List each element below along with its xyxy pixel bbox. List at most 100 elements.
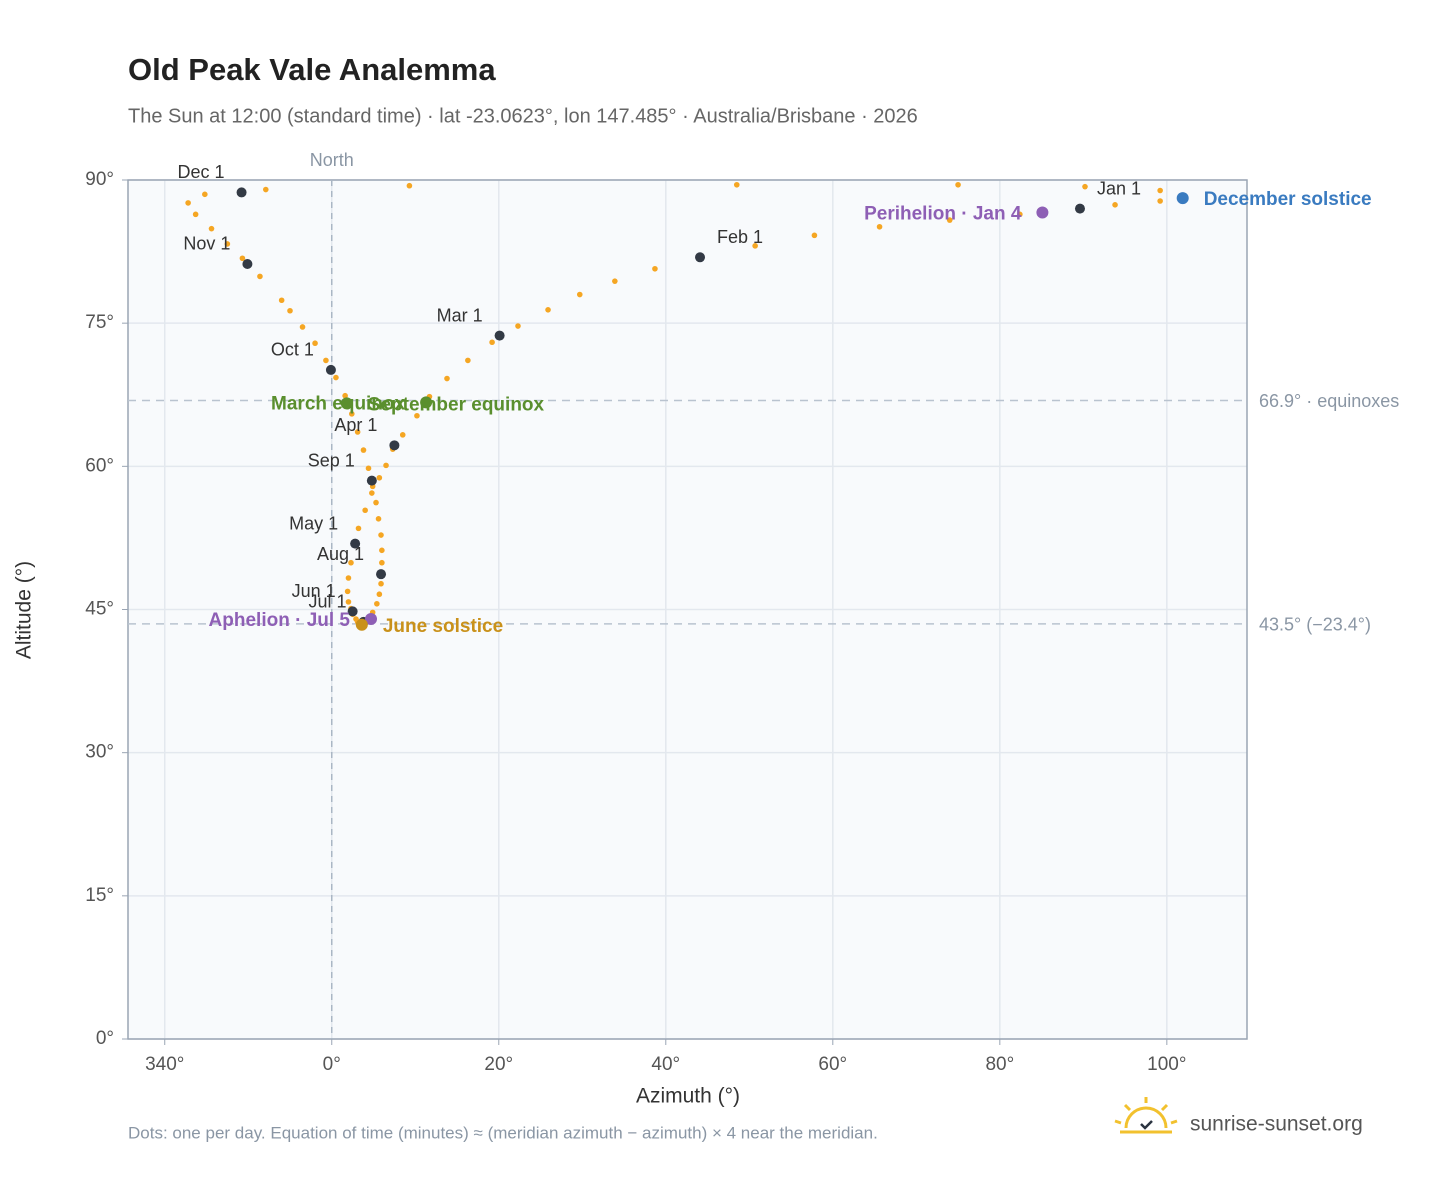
month-label: Oct 1 [271,340,314,360]
month-label: Jan 1 [1097,178,1141,198]
north-label: North [310,150,354,170]
day-dot [373,499,379,506]
day-dot [378,580,384,587]
day-dot [1082,183,1088,190]
month-label: Dec 1 [178,162,225,182]
event-label: June solstice [383,616,503,637]
day-dot [299,324,306,330]
y-tick-label: 15° [85,885,114,906]
event-marker [365,613,378,626]
day-dot [376,591,383,598]
day-dot [239,255,246,262]
day-dot [399,432,406,438]
day-dot [946,217,953,223]
day-dot [383,462,389,469]
day-dot [652,265,658,272]
month-marker [695,252,706,263]
day-dot [515,323,521,329]
day-dot [444,375,450,382]
day-dot [185,200,191,206]
month-label: Mar 1 [437,305,483,325]
month-marker [376,569,387,580]
day-dot [333,374,339,381]
event-marker [1176,192,1189,205]
event-label: December solstice [1204,189,1372,210]
day-dot [1112,202,1118,208]
day-dot [414,412,420,419]
day-dot [576,291,583,298]
month-label: Nov 1 [183,234,230,254]
day-dot [376,474,383,481]
day-dot [811,232,818,239]
day-dot [278,297,285,304]
day-dot [378,532,384,538]
day-dot [262,186,269,193]
x-tick-label: 80° [985,1054,1014,1075]
day-dot [379,547,385,554]
day-dot [257,273,263,280]
day-dot [545,307,551,313]
day-dot [202,191,208,198]
month-marker [494,330,505,341]
day-dot [287,307,293,314]
month-marker [242,258,253,269]
y-tick-label: 60° [85,455,114,476]
day-dot [354,429,361,435]
day-dot [1157,187,1163,194]
x-tick-label: 40° [651,1054,680,1075]
reference-label: 66.9° · equinoxes [1259,391,1399,411]
event-label: Perihelion · Jan 4 [864,203,1022,224]
month-label: Aug 1 [317,544,364,564]
chart-title: Old Peak Vale Analemma [128,52,496,87]
month-label: May 1 [289,513,338,533]
y-tick-label: 90° [85,169,114,190]
day-dot [365,465,372,472]
event-marker [1036,206,1049,219]
day-dot [733,181,740,188]
x-tick-label: 100° [1147,1054,1186,1075]
month-label: Feb 1 [717,227,763,247]
month-label: Apr 1 [334,415,377,435]
day-dot [208,225,215,232]
x-axis-label: Azimuth (°) [636,1085,740,1108]
day-dot [369,490,375,496]
day-dot [349,411,355,417]
day-dot [345,575,352,581]
month-label: Jun 1 [292,581,336,601]
day-dot [355,525,362,532]
reference-label: 43.5° (−23.4°) [1259,615,1371,635]
y-tick-label: 0° [96,1028,114,1049]
brand-text: sunrise-sunset.org [1190,1113,1363,1136]
day-dot [955,181,961,188]
month-marker [350,538,361,549]
month-marker [389,440,400,451]
day-dot [379,559,385,566]
day-dot [344,588,351,595]
x-tick-label: 60° [818,1054,847,1075]
day-dot [375,516,382,522]
day-dot [489,339,495,346]
event-label: September equinox [368,394,545,415]
brand-logo [1114,1097,1178,1134]
month-label: Jul 1 [308,592,346,612]
day-dot [348,559,354,566]
x-tick-label: 340° [145,1054,184,1075]
month-marker [366,475,377,486]
day-dot [752,243,758,249]
day-dot [876,223,883,230]
month-marker [347,606,358,617]
day-dot [323,357,329,364]
day-dot [1157,198,1163,204]
day-dot [374,600,380,607]
y-tick-label: 45° [85,599,114,620]
event-marker [420,396,433,409]
chart-subtitle: The Sun at 12:00 (standard time) · lat -… [128,105,918,127]
day-dot [342,392,348,399]
event-marker [355,618,368,631]
month-marker [236,187,247,198]
day-dot [312,340,318,347]
day-dot [360,447,367,453]
event-label: Aphelion · Jul 5 [209,610,351,631]
event-marker [340,397,353,410]
